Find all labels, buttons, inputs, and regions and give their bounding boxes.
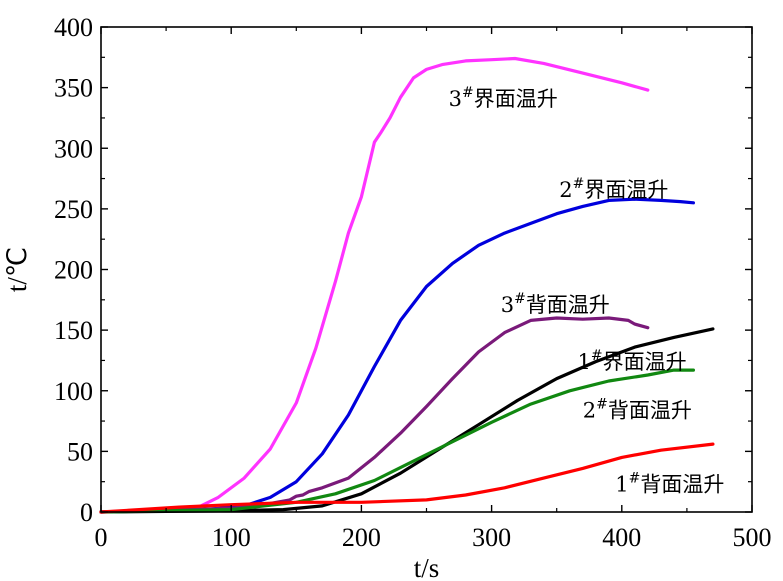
plot-frame (100, 26, 753, 513)
y-tick-label: 150 (54, 316, 93, 345)
series-line-6 (99, 442, 715, 514)
y-tick-label: 0 (80, 498, 93, 527)
series-line-3 (99, 316, 650, 514)
y-tick-label: 100 (54, 377, 93, 406)
x-tick-label: 500 (733, 523, 772, 552)
x-axis-title: t/s (414, 553, 440, 581)
series-layer (99, 56, 715, 514)
x-tick-label: 100 (212, 523, 251, 552)
ticks-layer: 0 100 200 300 400 500 0 50 100 150 200 250 300 350 400 (54, 13, 772, 552)
series-label-6: 1#背面温升 (615, 470, 724, 496)
x-tick-label: 200 (342, 523, 381, 552)
y-tick-label: 250 (54, 195, 93, 224)
series-label-2: 2#界面温升 (559, 176, 668, 202)
y-tick-label: 50 (67, 437, 93, 466)
labels-layer: 3#界面温升 2#界面温升 3#背面温升 1#界面温升 2#背面温升 1#背面温升 (449, 85, 725, 497)
y-tick-label: 300 (54, 134, 93, 163)
series-line-1 (99, 56, 650, 514)
x-tick-label: 0 (95, 523, 108, 552)
series-label-4: 1#界面温升 (578, 348, 687, 374)
y-tick-label: 200 (54, 256, 93, 285)
x-tick-label: 300 (472, 523, 511, 552)
series-label-5: 2#背面温升 (583, 396, 692, 422)
y-tick-label: 400 (54, 13, 93, 42)
series-line-2 (99, 197, 696, 514)
series-line-5 (99, 368, 696, 514)
y-axis-title: t/℃ (2, 247, 32, 292)
y-tick-label: 350 (54, 74, 93, 103)
x-tick-label: 400 (602, 523, 641, 552)
series-label-3: 3#背面温升 (501, 291, 610, 317)
series-label-1: 3#界面温升 (449, 85, 558, 111)
